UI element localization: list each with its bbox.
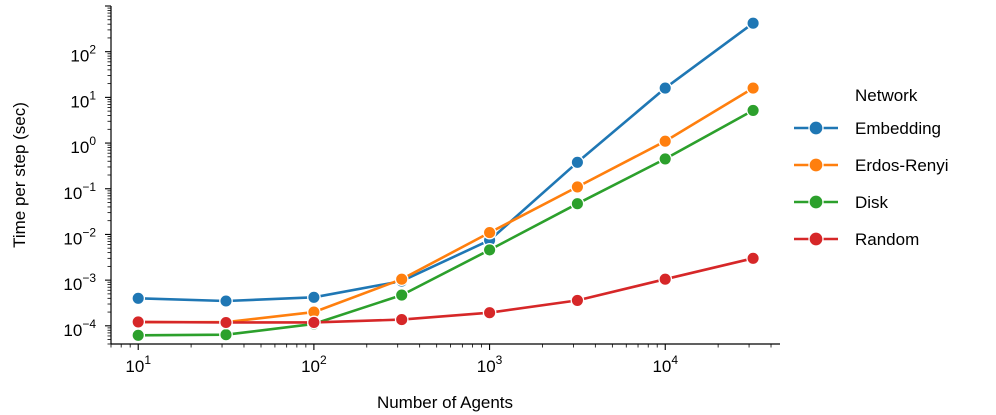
y-tick-label-base: 10 [70,47,89,66]
data-point [658,81,673,95]
y-tick-label-base: 10 [63,321,82,340]
y-tick-label-exp: −4 [82,317,96,331]
legend-label: Disk [855,193,889,212]
data-point [131,328,146,343]
data-point [482,305,497,320]
legend: Network Embedding Erdos-Renyi Disk Random [794,86,949,249]
legend-label: Embedding [855,119,941,138]
x-tick-label: 103 [477,353,503,376]
legend-label: Erdos-Renyi [855,156,949,175]
data-point [658,272,673,287]
y-tick-label-base: 10 [63,229,82,248]
legend-marker [808,157,824,173]
data-point [658,134,673,149]
axes [110,6,780,345]
legend-item: Disk [794,193,889,212]
data-point [131,291,146,306]
x-axis-label: Number of Agents [377,393,513,412]
y-tick-label: 102 [70,43,96,66]
y-tick-label-exp: −2 [82,225,96,239]
x-tick-label-base: 10 [477,357,496,376]
data-point [570,293,585,308]
data-point [570,180,585,194]
y-tick-label: 101 [70,88,96,111]
y-tick-label: 10−3 [63,271,96,294]
series-erdos-renyi [131,81,760,330]
y-axis-label: Time per step (sec) [10,102,29,248]
series-layer [131,16,760,343]
x-tick-label-exp: 4 [671,353,678,367]
series-random [131,251,760,330]
series-line [138,257,754,324]
data-point [307,315,321,330]
x-tick-label-base: 10 [301,357,320,376]
legend-label: Random [855,230,919,249]
legend-title: Network [855,86,918,105]
x-tick-label-exp: 3 [496,353,503,367]
data-point [746,251,760,266]
y-tick-label-base: 10 [63,275,82,294]
legend-marker [808,231,824,247]
data-point [746,81,760,95]
x-tick-label: 101 [125,353,151,376]
legend-marker [808,120,824,136]
x-tick-label-base: 10 [125,357,144,376]
data-point [394,272,409,287]
y-tick-label-base: 10 [63,184,82,203]
data-point [219,294,233,308]
x-tick-label-exp: 1 [144,353,151,367]
y-tick-label-exp: −1 [82,180,96,194]
y-tick-label-exp: 1 [89,88,96,102]
y-tick-label-exp: 0 [89,134,96,148]
legend-item: Embedding [794,119,941,138]
y-tick-label-base: 10 [70,138,89,157]
data-point [394,288,409,302]
x-tick-label-exp: 2 [320,353,327,367]
y-tick-label-exp: −3 [82,271,96,285]
y-tick-label-exp: 2 [89,43,96,57]
data-point [570,196,585,211]
legend-item: Random [794,230,919,249]
x-ticks: 101 102 103 104 [110,344,772,376]
x-tick-label: 104 [652,353,678,376]
data-point [219,327,233,342]
y-tick-label: 100 [70,134,96,157]
legend-item: Erdos-Renyi [794,156,949,175]
series-line [138,86,754,324]
data-point [658,152,673,166]
legend-marker [808,194,824,210]
x-tick-label: 102 [301,353,327,376]
data-point [570,155,585,170]
data-point [746,103,760,118]
y-tick-label: 10−4 [63,317,96,340]
series-line [138,109,754,337]
data-point [746,16,760,31]
data-point [131,315,146,329]
data-point [482,225,497,240]
series-line [138,22,754,303]
y-tick-label-base: 10 [70,92,89,111]
y-tick-label: 10−1 [63,180,96,203]
x-tick-label-base: 10 [652,357,671,376]
y-tick-label: 10−2 [63,225,96,248]
data-point [219,315,233,330]
data-point [394,312,409,327]
data-point [307,290,321,305]
data-point [482,243,497,257]
